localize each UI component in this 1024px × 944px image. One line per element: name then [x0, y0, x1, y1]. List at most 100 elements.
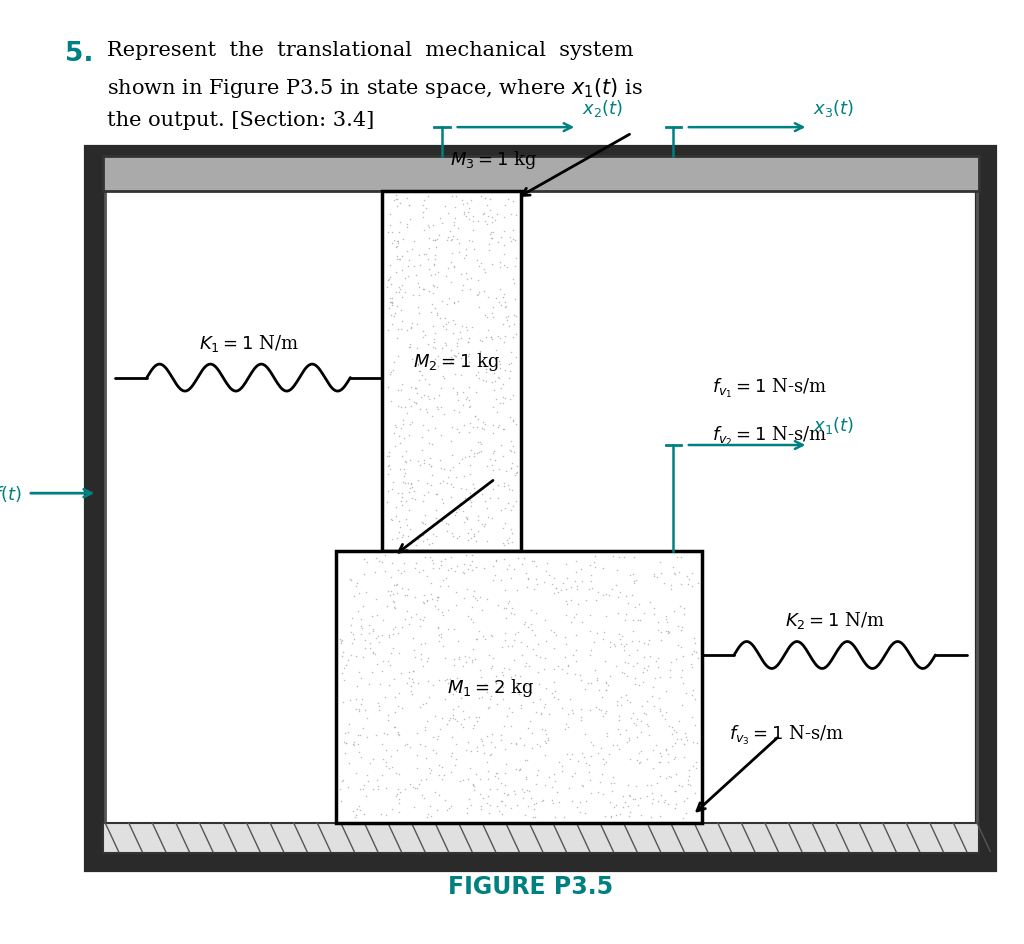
Point: [643, 778, 659, 793]
Point: [415, 282, 431, 297]
Point: [503, 461, 519, 476]
Point: [452, 325, 468, 340]
Point: [415, 211, 431, 226]
Point: [332, 782, 348, 797]
Point: [558, 747, 574, 762]
Point: [400, 503, 417, 518]
Point: [559, 597, 575, 612]
Point: [427, 233, 443, 248]
Point: [479, 209, 496, 224]
Point: [464, 320, 480, 335]
Point: [622, 805, 638, 820]
Point: [481, 193, 498, 208]
Point: [425, 319, 441, 334]
Point: [659, 747, 676, 762]
Point: [469, 253, 485, 268]
Point: [615, 666, 632, 681]
Point: [618, 693, 635, 708]
Point: [445, 260, 462, 275]
Point: [568, 628, 585, 643]
Point: [385, 475, 401, 490]
Point: [507, 417, 523, 432]
Point: [505, 413, 521, 429]
Point: [386, 418, 402, 433]
Point: [391, 728, 408, 743]
Point: [433, 428, 450, 443]
Point: [435, 768, 452, 784]
Point: [416, 456, 432, 471]
Text: Represent  the  translational  mechanical  system: Represent the translational mechanical s…: [106, 42, 634, 60]
Point: [469, 288, 485, 303]
Point: [647, 671, 664, 686]
Point: [384, 513, 400, 528]
Point: [595, 786, 611, 801]
Point: [344, 611, 360, 626]
Text: $K_2 = 1$ N/m: $K_2 = 1$ N/m: [784, 609, 885, 631]
Point: [388, 419, 404, 434]
Point: [421, 760, 437, 775]
Point: [460, 335, 476, 350]
Point: [603, 810, 620, 825]
Point: [501, 594, 517, 609]
Point: [502, 230, 518, 245]
Point: [406, 234, 422, 249]
Point: [673, 670, 689, 685]
Point: [442, 224, 459, 239]
Point: [378, 781, 394, 796]
Point: [587, 548, 603, 564]
Point: [644, 792, 660, 807]
Point: [407, 643, 423, 658]
Point: [453, 690, 469, 705]
Point: [507, 465, 523, 480]
Point: [613, 698, 630, 713]
Point: [467, 410, 483, 425]
Point: [425, 341, 441, 356]
Point: [484, 231, 501, 246]
Point: [546, 640, 562, 655]
Point: [628, 573, 644, 588]
Point: [503, 801, 519, 816]
Point: [386, 705, 402, 720]
Point: [455, 704, 471, 719]
Point: [475, 373, 492, 388]
Point: [390, 781, 407, 796]
Point: [444, 746, 461, 761]
Point: [487, 676, 504, 691]
Point: [440, 801, 457, 817]
Point: [583, 624, 599, 639]
Point: [529, 737, 546, 752]
Point: [380, 323, 396, 338]
Point: [396, 453, 413, 468]
Point: [483, 376, 500, 391]
Point: [601, 747, 617, 762]
Point: [482, 329, 499, 345]
Point: [520, 659, 537, 674]
Point: [607, 798, 624, 813]
Point: [342, 692, 358, 707]
Point: [523, 623, 540, 638]
Point: [459, 272, 475, 287]
Point: [470, 435, 486, 450]
Point: [484, 306, 501, 321]
Point: [650, 755, 667, 770]
Point: [450, 387, 466, 402]
Point: [526, 809, 543, 824]
Point: [400, 198, 417, 213]
Point: [377, 565, 393, 580]
Point: [478, 362, 495, 377]
Point: [443, 255, 460, 270]
Point: [387, 193, 403, 208]
Point: [426, 279, 442, 295]
Point: [432, 453, 449, 468]
Point: [625, 705, 641, 720]
Point: [406, 483, 422, 498]
Point: [497, 632, 513, 648]
Point: [468, 710, 484, 725]
Point: [652, 787, 669, 802]
Point: [424, 437, 440, 452]
Point: [413, 612, 429, 627]
Point: [492, 396, 508, 411]
Point: [469, 287, 485, 302]
Point: [570, 598, 587, 613]
Point: [351, 586, 368, 601]
